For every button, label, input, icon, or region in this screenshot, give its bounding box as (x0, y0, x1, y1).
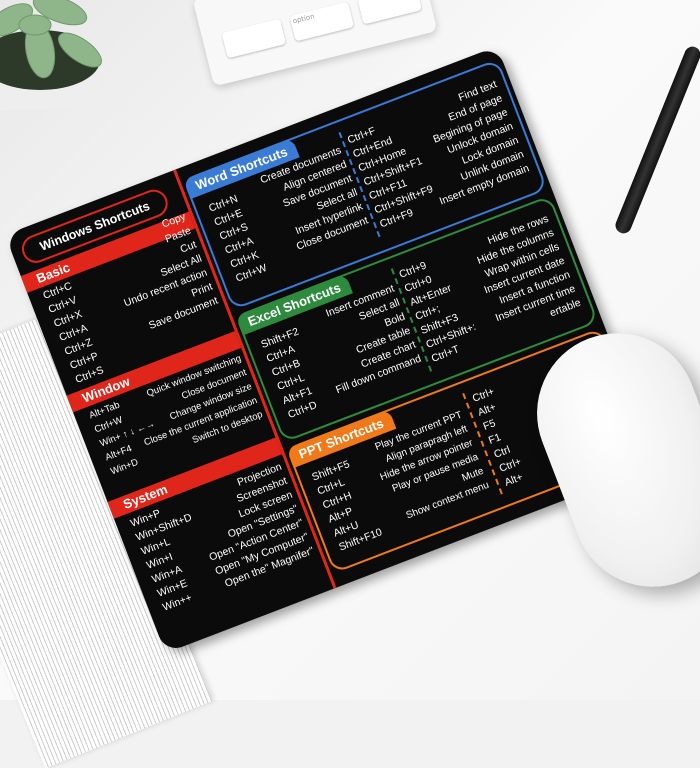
keyboard-key (357, 0, 422, 25)
excel-right-actions: Hide the rows Hide the columns Wrap within… (466, 212, 583, 341)
keyboard-key (221, 18, 287, 59)
keyboard-key-option: option (289, 1, 355, 42)
succulent-plant (0, 0, 102, 110)
